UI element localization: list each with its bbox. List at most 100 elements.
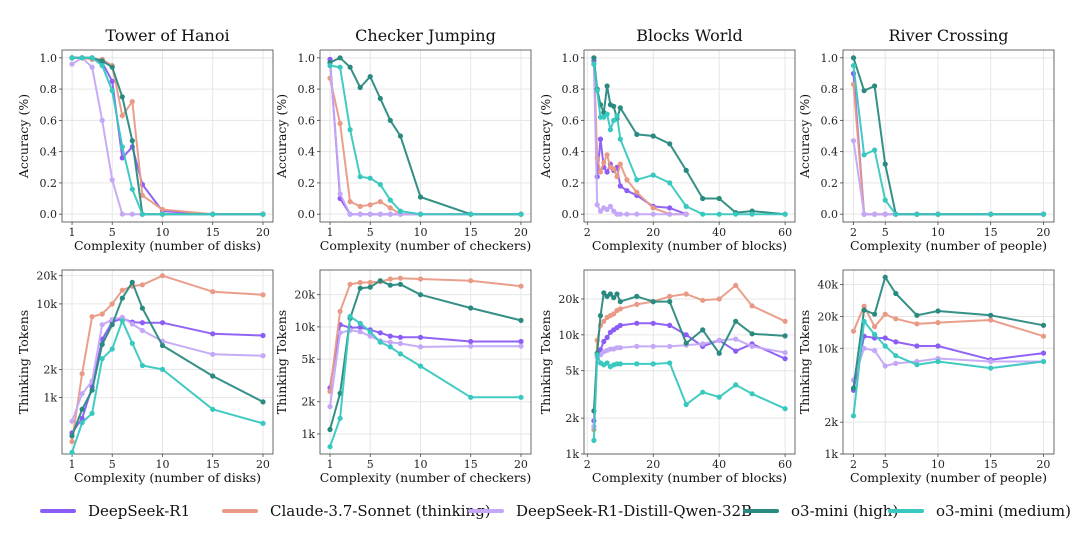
- data-point: [650, 320, 656, 326]
- x-tick-label: 1: [69, 226, 76, 239]
- x-tick-label: 60: [778, 458, 792, 471]
- y-tick-label: 0.4: [562, 146, 580, 159]
- data-point: [861, 345, 867, 351]
- series-line: [852, 305, 1044, 338]
- data-point: [89, 387, 95, 393]
- data-point: [79, 415, 85, 421]
- data-point: [861, 307, 867, 313]
- data-point: [327, 444, 333, 450]
- series-line: [72, 56, 263, 216]
- data-point: [129, 99, 135, 105]
- data-point: [518, 283, 524, 289]
- data-point: [850, 385, 857, 391]
- x-tick-label: 15: [464, 226, 478, 239]
- series-line: [592, 322, 786, 421]
- chart-panel: 2 20 40 60 0.0 0.2 0.4 0.6 0.8 1.0 Blocks World Com…: [538, 26, 796, 253]
- series-group: [850, 55, 1047, 217]
- data-point: [357, 320, 363, 326]
- data-point: [377, 181, 383, 188]
- y-tick-label: 0.2: [40, 177, 58, 190]
- x-axis-label: Complexity (number of checkers): [320, 238, 531, 253]
- data-point: [733, 318, 739, 324]
- data-point: [1040, 358, 1047, 365]
- data-point: [260, 211, 266, 217]
- data-point: [377, 211, 383, 217]
- x-tick-label: 15: [206, 458, 220, 471]
- data-point: [347, 199, 353, 205]
- series-group: [591, 61, 788, 217]
- data-point: [79, 391, 85, 397]
- data-point: [782, 406, 788, 412]
- data-point: [700, 327, 706, 333]
- data-point: [89, 410, 95, 416]
- series-group: [591, 320, 788, 424]
- data-point: [850, 63, 857, 69]
- data-point: [260, 420, 266, 426]
- data-point: [882, 197, 888, 203]
- data-point: [861, 303, 867, 309]
- plot-frame: [842, 269, 1055, 455]
- data-point: [872, 211, 878, 217]
- data-point: [89, 55, 95, 61]
- data-point: [604, 206, 610, 213]
- data-point: [861, 211, 867, 217]
- x-tick-label: 2: [584, 458, 591, 471]
- y-axis-label: Accuracy (%): [16, 94, 31, 179]
- y-tick-label: 1.0: [562, 52, 580, 65]
- chart-panel: 2 5 10 15 20 1k 2k 10k 20k 40k Complexity (number …: [797, 269, 1055, 485]
- x-tick-label: 60: [778, 226, 792, 239]
- series-line: [329, 77, 521, 216]
- x-tick-label: 2: [584, 226, 591, 239]
- data-point: [417, 344, 424, 350]
- x-tick-label: 5: [882, 458, 889, 471]
- data-point: [210, 351, 216, 357]
- x-tick-label: 10: [155, 226, 169, 239]
- data-point: [99, 322, 105, 328]
- x-tick-label: 15: [984, 458, 998, 471]
- series-group: [850, 70, 1047, 217]
- data-point: [397, 275, 403, 281]
- data-point: [139, 192, 145, 198]
- y-tick-label: 10k: [294, 321, 315, 334]
- data-point: [850, 328, 857, 334]
- y-tick-label: 0.8: [40, 83, 58, 96]
- data-point: [99, 341, 105, 347]
- data-point: [347, 127, 353, 133]
- data-point: [611, 103, 617, 109]
- data-point: [210, 331, 216, 337]
- data-point: [935, 343, 941, 349]
- data-point: [591, 437, 597, 443]
- x-tick-label: 15: [464, 458, 478, 471]
- series-group: [327, 322, 524, 391]
- data-point: [397, 351, 403, 357]
- data-point: [417, 334, 424, 340]
- data-point: [69, 433, 75, 439]
- chart-title: Checker Jumping: [355, 26, 496, 45]
- legend: DeepSeek-R1 Claude-3.7-Sonnet (thinking)…: [40, 498, 1071, 526]
- x-tick-label: 40: [712, 226, 726, 239]
- data-point: [1040, 211, 1047, 217]
- data-point: [617, 306, 623, 312]
- y-tick-label: 0.2: [821, 177, 839, 190]
- data-point: [357, 285, 363, 291]
- data-point: [634, 343, 640, 349]
- data-point: [700, 195, 706, 202]
- data-point: [260, 332, 266, 339]
- y-tick-label: 20k: [817, 310, 838, 323]
- series-line: [852, 320, 1044, 416]
- data-point: [357, 174, 363, 180]
- data-point: [129, 186, 135, 192]
- data-point: [872, 348, 878, 354]
- x-axis-label: Complexity (number of people): [850, 238, 1047, 253]
- x-tick-label: 2: [850, 458, 857, 471]
- data-point: [357, 329, 363, 335]
- data-point: [611, 295, 617, 301]
- data-point: [417, 292, 424, 298]
- data-point: [667, 141, 673, 147]
- data-point: [139, 305, 145, 311]
- data-point: [617, 322, 623, 328]
- data-point: [893, 360, 899, 366]
- data-point: [139, 211, 145, 217]
- data-point: [357, 211, 363, 217]
